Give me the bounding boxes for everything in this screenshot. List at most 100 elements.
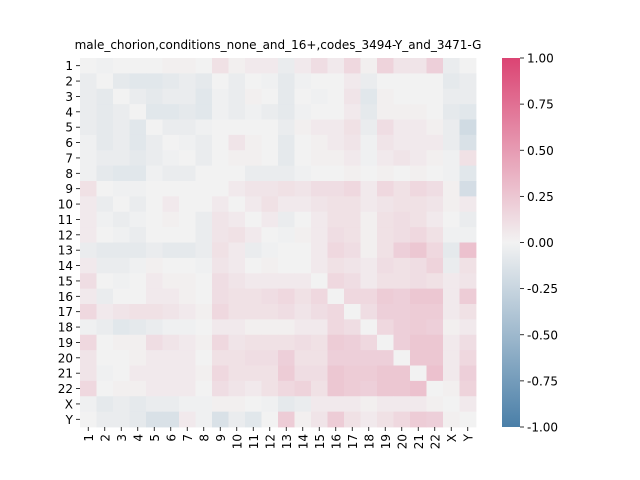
heatmap-cell	[327, 396, 345, 413]
heatmap-cell	[426, 134, 444, 151]
heatmap-cell	[113, 365, 130, 382]
heatmap-cell	[195, 288, 213, 305]
heatmap-cell	[261, 288, 279, 305]
heatmap-cell	[179, 334, 196, 351]
heatmap-cell	[426, 242, 444, 259]
heatmap-cell	[327, 350, 345, 366]
heatmap-cell	[261, 380, 279, 397]
heatmap-cell	[311, 196, 328, 213]
heatmap-cell	[311, 88, 328, 105]
heatmap-cell	[311, 227, 328, 243]
heatmap-cell	[426, 58, 444, 74]
heatmap-cell	[228, 273, 246, 290]
heatmap-cell	[443, 350, 460, 366]
heatmap-cell	[393, 304, 411, 320]
heatmap-cell	[245, 88, 262, 105]
heatmap-cell	[212, 288, 229, 305]
heatmap-cell	[80, 165, 97, 182]
heatmap-cell	[261, 211, 279, 228]
heatmap-cell	[327, 196, 345, 213]
heatmap-cell	[228, 411, 246, 428]
heatmap-cell	[443, 227, 460, 243]
x-tick-label: 3	[115, 434, 129, 442]
heatmap-cell	[393, 181, 411, 197]
y-tick-label: 3	[65, 90, 73, 104]
heatmap-cell	[426, 150, 444, 167]
heatmap-cell	[393, 73, 411, 90]
heatmap-cell	[228, 165, 246, 182]
x-tick-label: 21	[412, 434, 426, 449]
heatmap-cell	[278, 73, 295, 90]
y-tick-label: 2	[65, 75, 73, 89]
heatmap-cell	[393, 58, 411, 74]
heatmap-cell	[327, 380, 345, 397]
heatmap-cell	[129, 58, 147, 74]
heatmap-cell	[344, 380, 361, 397]
heatmap-cell	[426, 396, 444, 413]
heatmap-cell	[393, 227, 411, 243]
heatmap-cell	[179, 150, 196, 167]
heatmap-cell	[146, 257, 163, 274]
heatmap-cell	[179, 396, 196, 413]
heatmap-cell	[344, 58, 361, 74]
heatmap-cell	[278, 319, 295, 336]
heatmap-cell	[443, 365, 460, 382]
heatmap-cell	[410, 319, 427, 336]
heatmap-cell	[410, 304, 427, 320]
heatmap-cell	[261, 319, 279, 336]
heatmap-cell	[278, 196, 295, 213]
x-tick-label: 10	[230, 434, 244, 449]
heatmap-cell	[426, 288, 444, 305]
heatmap-cell	[195, 273, 213, 290]
heatmap-cell	[96, 396, 114, 413]
heatmap-cell	[278, 396, 295, 413]
heatmap-cell	[113, 273, 130, 290]
heatmap-cell	[327, 411, 345, 428]
heatmap-cell	[162, 165, 180, 182]
heatmap-cell	[195, 350, 213, 366]
heatmap-cell	[195, 104, 213, 120]
heatmap-cell	[278, 242, 295, 259]
colorbar-tick-label: -0.75	[527, 374, 558, 388]
heatmap-cell	[294, 304, 312, 320]
heatmap-cell	[80, 88, 97, 105]
heatmap-cell	[311, 350, 328, 366]
heatmap-cell	[245, 227, 262, 243]
heatmap-cell	[245, 411, 262, 428]
heatmap-cell	[426, 304, 444, 320]
heatmap-cell	[96, 119, 114, 136]
heatmap-cell	[459, 227, 477, 243]
heatmap-cell	[410, 257, 427, 274]
x-tick-label: 15	[313, 434, 327, 449]
y-tick-label: 10	[58, 198, 73, 212]
heatmap-cell	[443, 396, 460, 413]
heatmap-cell	[344, 119, 361, 136]
heatmap-cell	[377, 319, 394, 336]
heatmap-cell	[294, 211, 312, 228]
heatmap-cell	[146, 150, 163, 167]
y-tick-label: 15	[58, 274, 73, 288]
heatmap-cell	[179, 380, 196, 397]
heatmap-cell	[410, 58, 427, 74]
heatmap-cell	[228, 242, 246, 259]
heatmap-cell	[113, 257, 130, 274]
heatmap-cell	[443, 211, 460, 228]
heatmap-cell	[228, 288, 246, 305]
heatmap-cell	[212, 319, 229, 336]
heatmap-cell	[146, 165, 163, 182]
chart-title: male_chorion,conditions_none_and_16+,cod…	[75, 38, 482, 52]
heatmap-cell	[344, 304, 361, 320]
heatmap-cell	[146, 304, 163, 320]
heatmap-cell	[245, 304, 262, 320]
heatmap-cell	[195, 58, 213, 74]
heatmap-cell	[393, 396, 411, 413]
heatmap-cell	[96, 58, 114, 74]
heatmap-cell	[261, 104, 279, 120]
heatmap-cell	[344, 73, 361, 90]
heatmap-cell	[278, 365, 295, 382]
heatmap-cell	[327, 319, 345, 336]
heatmap-cell	[410, 227, 427, 243]
heatmap-cell	[360, 88, 378, 105]
heatmap-cell	[344, 88, 361, 105]
